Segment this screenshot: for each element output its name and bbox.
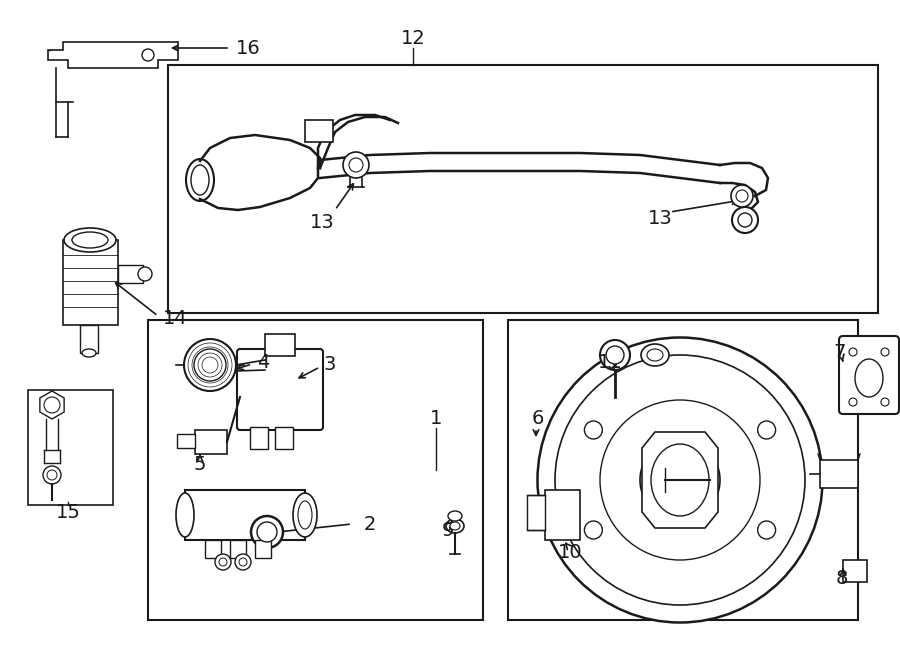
Bar	[195, 430, 227, 454]
Text: 5: 5	[194, 455, 206, 475]
Text: 6: 6	[532, 408, 544, 428]
Ellipse shape	[298, 501, 312, 529]
Circle shape	[881, 348, 889, 356]
Ellipse shape	[64, 228, 116, 252]
FancyBboxPatch shape	[237, 349, 323, 430]
FancyBboxPatch shape	[839, 336, 899, 414]
Text: 13: 13	[310, 212, 335, 231]
Circle shape	[732, 207, 758, 233]
Text: 9: 9	[442, 520, 454, 539]
Circle shape	[584, 421, 602, 439]
Polygon shape	[642, 432, 718, 528]
Ellipse shape	[641, 344, 669, 366]
Circle shape	[215, 554, 231, 570]
Ellipse shape	[651, 444, 709, 516]
Text: 3: 3	[324, 356, 337, 375]
Text: 13: 13	[648, 208, 672, 227]
Text: 10: 10	[558, 543, 582, 561]
Circle shape	[257, 522, 277, 542]
Bar	[28, 390, 113, 505]
Bar	[185, 490, 305, 540]
Circle shape	[343, 152, 369, 178]
Bar	[250, 427, 268, 449]
Bar	[545, 490, 580, 540]
Bar	[305, 120, 333, 142]
Bar	[843, 560, 867, 582]
Text: 14: 14	[163, 309, 187, 327]
Circle shape	[736, 190, 748, 202]
Circle shape	[849, 398, 857, 406]
Circle shape	[219, 558, 227, 566]
Circle shape	[606, 346, 624, 364]
Circle shape	[142, 49, 154, 61]
Text: 7: 7	[833, 342, 846, 362]
Bar	[255, 540, 271, 558]
Ellipse shape	[191, 165, 209, 195]
Ellipse shape	[293, 493, 317, 537]
Ellipse shape	[537, 338, 823, 623]
Circle shape	[849, 348, 857, 356]
Ellipse shape	[186, 159, 214, 201]
Text: 16: 16	[236, 38, 260, 58]
Ellipse shape	[450, 522, 460, 530]
Ellipse shape	[640, 440, 720, 520]
Bar	[168, 65, 878, 313]
Circle shape	[251, 516, 283, 548]
Circle shape	[194, 349, 226, 381]
Bar	[527, 495, 545, 530]
Bar	[265, 334, 295, 356]
Bar	[820, 460, 858, 488]
Text: 11: 11	[598, 352, 623, 371]
Circle shape	[758, 421, 776, 439]
Text: 8: 8	[836, 568, 848, 588]
Ellipse shape	[647, 349, 663, 361]
Bar	[205, 540, 221, 558]
Circle shape	[138, 267, 152, 281]
Ellipse shape	[446, 519, 464, 533]
Circle shape	[758, 521, 776, 539]
Ellipse shape	[448, 511, 462, 521]
Text: 4: 4	[256, 352, 269, 371]
Bar	[80, 325, 98, 353]
Circle shape	[349, 158, 363, 172]
Bar	[230, 540, 246, 558]
Circle shape	[184, 339, 236, 391]
Text: 15: 15	[56, 502, 80, 522]
Ellipse shape	[72, 232, 108, 248]
Polygon shape	[40, 391, 64, 419]
Circle shape	[584, 521, 602, 539]
Bar	[148, 320, 483, 620]
Bar	[275, 427, 293, 449]
Circle shape	[235, 554, 251, 570]
Text: 1: 1	[430, 408, 442, 428]
Circle shape	[881, 398, 889, 406]
Text: 2: 2	[364, 514, 376, 533]
Bar	[508, 320, 858, 620]
Ellipse shape	[600, 400, 760, 560]
Ellipse shape	[176, 493, 194, 537]
Circle shape	[731, 185, 753, 207]
Ellipse shape	[855, 359, 883, 397]
Circle shape	[43, 466, 61, 484]
Circle shape	[738, 213, 752, 227]
Bar	[118, 265, 143, 283]
Ellipse shape	[82, 349, 96, 357]
Text: 12: 12	[400, 28, 426, 48]
Polygon shape	[48, 42, 178, 68]
Circle shape	[239, 558, 247, 566]
Circle shape	[600, 340, 630, 370]
Circle shape	[47, 470, 57, 480]
Bar	[177, 434, 195, 448]
Circle shape	[44, 397, 60, 413]
Bar	[63, 240, 118, 325]
